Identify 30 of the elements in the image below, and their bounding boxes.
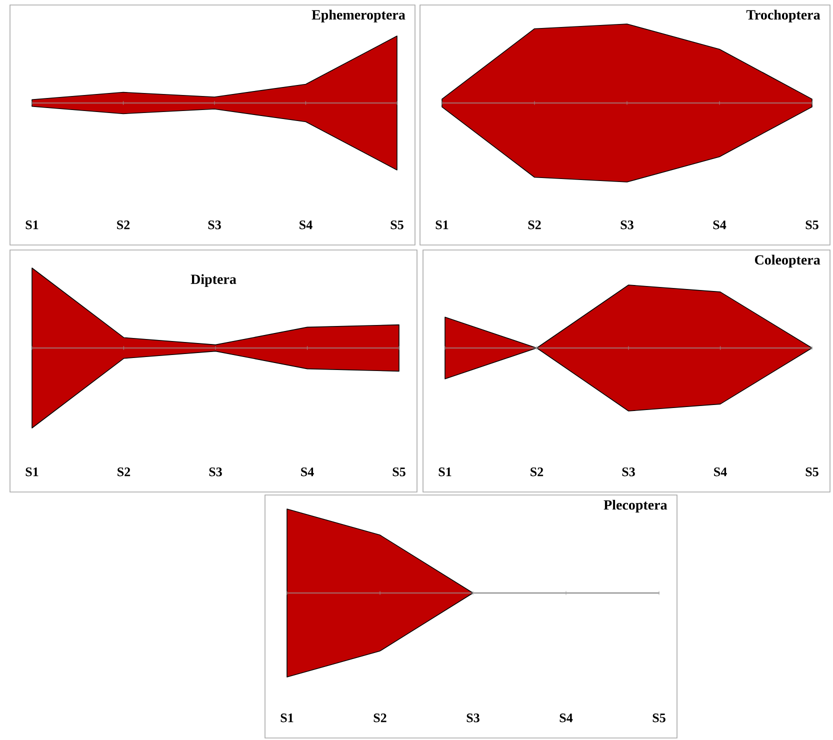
chart-title: Diptera [190,274,236,287]
chart-title: Ephemeroptera [312,10,406,22]
x-tick-label: S4 [714,468,727,476]
x-tick-label: S4 [300,220,312,230]
x-tick-label: S4 [301,468,314,476]
x-tick-label: S2 [528,220,541,230]
x-tick-label: S2 [118,468,130,476]
x-tick-label: S1 [438,468,452,476]
x-tick-label: S3 [622,468,635,476]
x-tick-label: S5 [806,220,818,230]
x-tick-label: S3 [620,220,634,230]
x-tick-label: S1 [436,220,448,230]
x-tick-label: S5 [652,714,666,722]
x-tick-label: S5 [806,468,818,476]
x-tick-label: S4 [560,714,573,722]
x-tick-label: S5 [390,220,404,230]
x-tick-label: S2 [117,220,130,230]
x-tick-label: S5 [392,468,406,476]
x-tick-label: S1 [280,714,294,722]
chart-title: Plecoptera [604,500,668,513]
x-tick-label: S2 [530,468,544,476]
x-tick-label: S4 [713,220,726,230]
chart-title: Trochoptera [746,10,820,22]
x-tick-label: S3 [466,714,480,722]
chart-title: Coleoptera [754,254,820,268]
x-tick-label: S3 [208,220,221,230]
x-tick-label: S1 [26,220,38,230]
x-tick-label: S2 [374,714,386,722]
x-tick-label: S1 [26,468,38,476]
x-tick-label: S3 [209,468,222,476]
